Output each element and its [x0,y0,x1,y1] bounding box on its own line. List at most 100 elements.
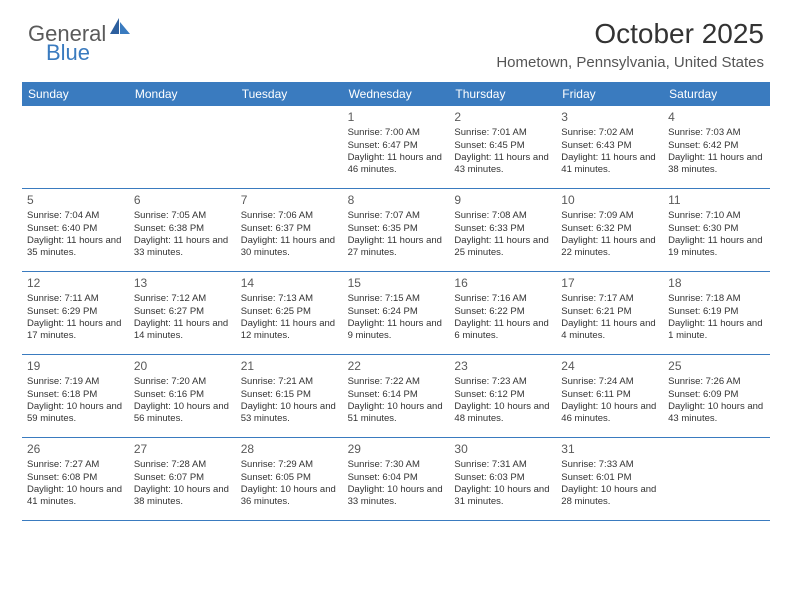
day-cell: 7Sunrise: 7:06 AMSunset: 6:37 PMDaylight… [236,189,343,271]
day-header-fri: Friday [556,82,663,106]
day-number: 10 [561,193,658,208]
week-row: 5Sunrise: 7:04 AMSunset: 6:40 PMDaylight… [22,189,770,272]
sunrise-line: Sunrise: 7:23 AM [454,376,551,388]
day-cell: 9Sunrise: 7:08 AMSunset: 6:33 PMDaylight… [449,189,556,271]
sunrise-line: Sunrise: 7:22 AM [348,376,445,388]
sunrise-line: Sunrise: 7:33 AM [561,459,658,471]
daylight-line: Daylight: 11 hours and 19 minutes. [668,235,765,259]
sunrise-line: Sunrise: 7:10 AM [668,210,765,222]
sunset-line: Sunset: 6:11 PM [561,389,658,401]
sunset-line: Sunset: 6:03 PM [454,472,551,484]
sunset-line: Sunset: 6:35 PM [348,223,445,235]
day-header-sat: Saturday [663,82,770,106]
day-number: 2 [454,110,551,125]
day-header-mon: Monday [129,82,236,106]
sunrise-line: Sunrise: 7:09 AM [561,210,658,222]
day-number: 11 [668,193,765,208]
daylight-line: Daylight: 11 hours and 46 minutes. [348,152,445,176]
sunrise-line: Sunrise: 7:12 AM [134,293,231,305]
daylight-line: Daylight: 10 hours and 48 minutes. [454,401,551,425]
daylight-line: Daylight: 10 hours and 51 minutes. [348,401,445,425]
day-number: 30 [454,442,551,457]
day-cell: 14Sunrise: 7:13 AMSunset: 6:25 PMDayligh… [236,272,343,354]
sunrise-line: Sunrise: 7:19 AM [27,376,124,388]
sunrise-line: Sunrise: 7:18 AM [668,293,765,305]
day-cell: 23 Sunrise: 7:23 AMSunset: 6:12 PMDayligh… [449,355,556,437]
daylight-line: Daylight: 11 hours and 22 minutes. [561,235,658,259]
day-number: 18 [668,276,765,291]
logo-sail-icon [110,18,130,39]
sunset-line: Sunset: 6:01 PM [561,472,658,484]
sunrise-line: Sunrise: 7:11 AM [27,293,124,305]
day-cell: 11 Sunrise: 7:10 AMSunset: 6:30 PMDayligh… [663,189,770,271]
daylight-line: Daylight: 10 hours and 43 minutes. [668,401,765,425]
sunset-line: Sunset: 6:27 PM [134,306,231,318]
day-number: 23 [454,359,551,374]
day-number: 31 [561,442,658,457]
day-cell: 2Sunrise: 7:01 AMSunset: 6:45 PMDaylight… [449,106,556,188]
sunset-line: Sunset: 6:19 PM [668,306,765,318]
sunrise-line: Sunrise: 7:28 AM [134,459,231,471]
weeks-container: 1Sunrise: 7:00 AMSunset: 6:47 PMDaylight… [22,106,770,521]
day-number: 3 [561,110,658,125]
day-cell: 13Sunrise: 7:12 AMSunset: 6:27 PMDayligh… [129,272,236,354]
sunset-line: Sunset: 6:40 PM [27,223,124,235]
daylight-line: Daylight: 10 hours and 33 minutes. [348,484,445,508]
day-header-row: Sunday Monday Tuesday Wednesday Thursday… [22,82,770,106]
day-number: 12 [27,276,124,291]
day-cell: 19 Sunrise: 7:19 AMSunset: 6:18 PMDayligh… [22,355,129,437]
day-number: 7 [241,193,338,208]
day-cell: 25Sunrise: 7:26 AMSunset: 6:09 PMDayligh… [663,355,770,437]
sunrise-line: Sunrise: 7:03 AM [668,127,765,139]
sunrise-line: Sunrise: 7:27 AM [27,459,124,471]
sunrise-line: Sunrise: 7:02 AM [561,127,658,139]
daylight-line: Daylight: 10 hours and 56 minutes. [134,401,231,425]
sunrise-line: Sunrise: 7:01 AM [454,127,551,139]
daylight-line: Daylight: 10 hours and 38 minutes. [134,484,231,508]
calendar-grid: Sunday Monday Tuesday Wednesday Thursday… [22,82,770,521]
day-number: 19 [27,359,124,374]
day-header-tue: Tuesday [236,82,343,106]
day-number: 21 [241,359,338,374]
daylight-line: Daylight: 11 hours and 35 minutes. [27,235,124,259]
day-cell: 10 Sunrise: 7:09 AMSunset: 6:32 PMDayligh… [556,189,663,271]
sunset-line: Sunset: 6:29 PM [27,306,124,318]
daylight-line: Daylight: 10 hours and 59 minutes. [27,401,124,425]
sunset-line: Sunset: 6:18 PM [27,389,124,401]
sunrise-line: Sunrise: 7:21 AM [241,376,338,388]
day-cell [129,106,236,188]
day-cell: 26Sunrise: 7:27 AMSunset: 6:08 PMDayligh… [22,438,129,520]
sunset-line: Sunset: 6:30 PM [668,223,765,235]
day-number: 13 [134,276,231,291]
sunrise-line: Sunrise: 7:30 AM [348,459,445,471]
sunrise-line: Sunrise: 7:24 AM [561,376,658,388]
daylight-line: Daylight: 11 hours and 1 minute. [668,318,765,342]
day-header-wed: Wednesday [343,82,450,106]
sunset-line: Sunset: 6:42 PM [668,140,765,152]
sunrise-line: Sunrise: 7:00 AM [348,127,445,139]
daylight-line: Daylight: 11 hours and 38 minutes. [668,152,765,176]
daylight-line: Daylight: 10 hours and 46 minutes. [561,401,658,425]
sunset-line: Sunset: 6:05 PM [241,472,338,484]
sunset-line: Sunset: 6:12 PM [454,389,551,401]
daylight-line: Daylight: 11 hours and 12 minutes. [241,318,338,342]
daylight-line: Daylight: 11 hours and 4 minutes. [561,318,658,342]
day-number: 4 [668,110,765,125]
logo-text-blue: Blue [46,40,90,65]
page-title: October 2025 [496,18,764,50]
day-cell: 17Sunrise: 7:17 AMSunset: 6:21 PMDayligh… [556,272,663,354]
daylight-line: Daylight: 10 hours and 41 minutes. [27,484,124,508]
day-number: 22 [348,359,445,374]
day-cell: 21Sunrise: 7:21 AMSunset: 6:15 PMDayligh… [236,355,343,437]
day-cell: 15Sunrise: 7:15 AMSunset: 6:24 PMDayligh… [343,272,450,354]
sunset-line: Sunset: 6:22 PM [454,306,551,318]
day-header-thu: Thursday [449,82,556,106]
daylight-line: Daylight: 10 hours and 28 minutes. [561,484,658,508]
sunset-line: Sunset: 6:14 PM [348,389,445,401]
sunset-line: Sunset: 6:07 PM [134,472,231,484]
day-cell: 22 Sunrise: 7:22 AMSunset: 6:14 PMDayligh… [343,355,450,437]
sunset-line: Sunset: 6:32 PM [561,223,658,235]
day-cell: 12Sunrise: 7:11 AMSunset: 6:29 PMDayligh… [22,272,129,354]
day-cell: 20Sunrise: 7:20 AMSunset: 6:16 PMDayligh… [129,355,236,437]
location-subtitle: Hometown, Pennsylvania, United States [496,54,764,71]
